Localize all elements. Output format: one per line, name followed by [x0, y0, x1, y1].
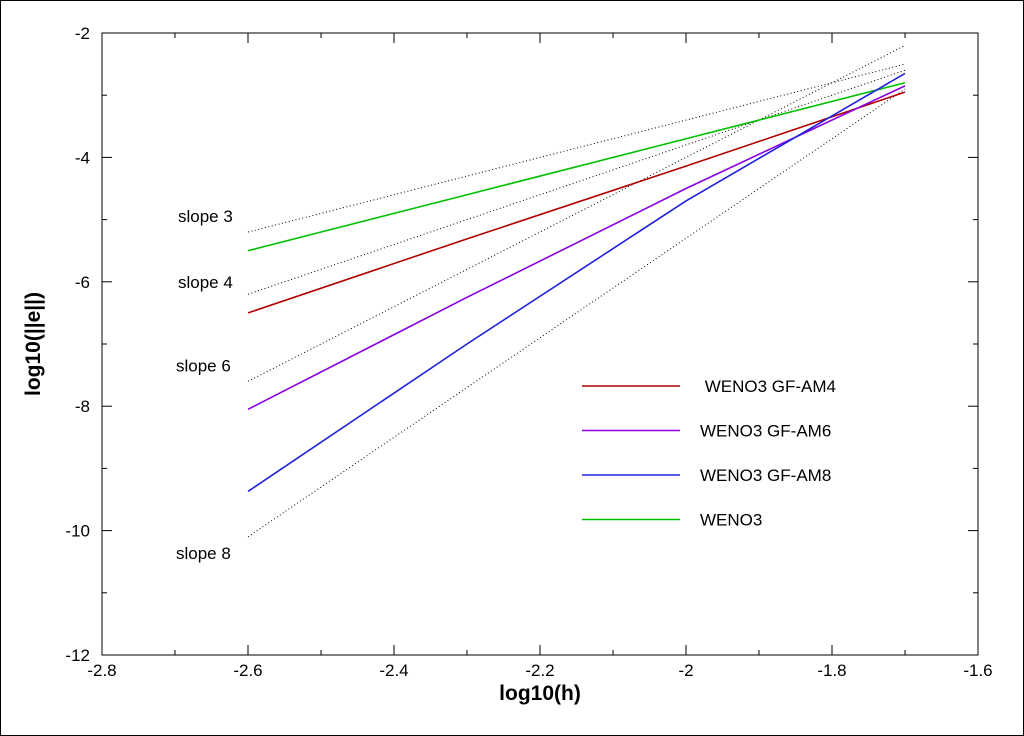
legend-label: WENO3 GF-AM6: [700, 422, 831, 441]
x-tick-label: -2.4: [379, 661, 408, 680]
slope-label: slope 3: [178, 207, 233, 226]
series-line-1: [247, 85, 906, 411]
x-tick-label: -1.8: [817, 661, 846, 680]
reference-line-slope-4: [247, 69, 906, 295]
y-tick-label: -12: [65, 646, 90, 665]
legend: WENO3 GF-AM4 WENO3 GF-AM6 WENO3 GF-AM8 WENO…: [582, 377, 836, 530]
legend-label: WENO3 GF-AM4: [700, 377, 836, 396]
x-tick-label: -2.8: [87, 661, 116, 680]
x-tick-label: -2.2: [525, 661, 554, 680]
slope-label: slope 6: [176, 356, 231, 375]
y-tick-label: -6: [75, 273, 90, 292]
y-axis-title: log10(||e||): [22, 292, 45, 396]
slope-label: slope 8: [176, 544, 231, 563]
legend-label: WENO3 GF-AM8: [700, 466, 831, 485]
x-tick-label: -1.6: [963, 661, 992, 680]
y-tick-label: -4: [75, 148, 90, 167]
series-line-3: [247, 81, 906, 252]
x-axis-title: log10(h): [499, 682, 581, 705]
reference-line-slope-6: [247, 44, 906, 382]
y-tick-label: -10: [65, 522, 90, 541]
y-tick-label: -8: [75, 397, 90, 416]
data-series: [247, 72, 906, 493]
slope-label: slope 4: [178, 273, 233, 292]
plot-area: [101, 32, 979, 656]
reference-lines: slope 3 slope 4 slope 6 slope 8: [176, 44, 906, 563]
axis-ticks: -2.8 -2.6 -2.4 -2.2 -2 -1.8 -1.6 -12 -10 -8 -6 -4 -2: [65, 24, 992, 680]
series-line-0: [247, 91, 906, 314]
reference-line-slope-3: [247, 63, 906, 233]
x-tick-label: -2: [678, 661, 693, 680]
x-tick-label: -2.6: [233, 661, 262, 680]
series-line-2: [247, 72, 906, 493]
y-tick-label: -2: [75, 24, 90, 43]
legend-label: WENO3: [700, 511, 762, 530]
